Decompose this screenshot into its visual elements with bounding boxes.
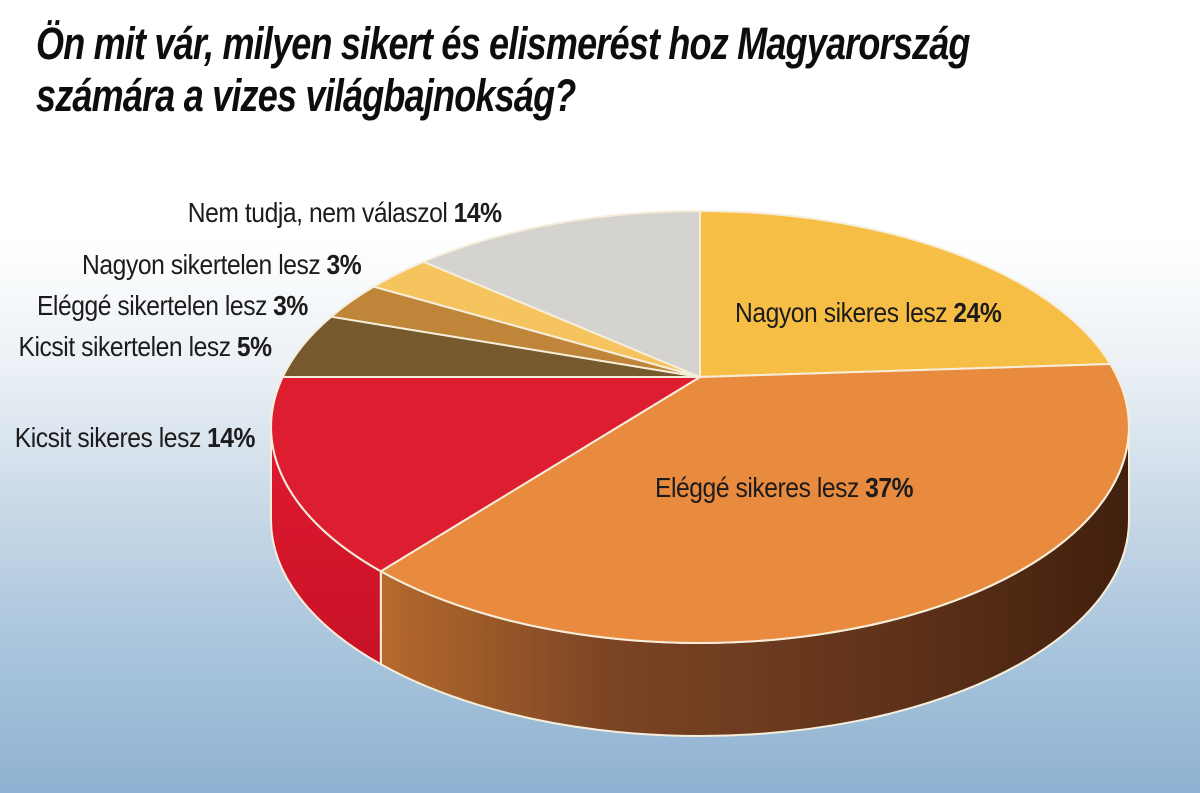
slice-label-kicsit-sikertelen: Kicsit sikertelen lesz 5% [18,330,273,364]
slice-label-text: Nagyon sikertelen lesz [81,249,321,280]
slice-label-text: Eléggé sikeres lesz [655,472,859,503]
slice-label-nagyon-sikeres: Nagyon sikeres lesz 24% [735,296,1002,330]
pie-top-faces [270,210,1130,644]
slice-label-text: Kicsit sikertelen lesz [18,331,232,362]
slice-label-kicsit-sikeres: Kicsit sikeres lesz 14% [14,421,256,455]
slice-label-value: 24% [953,297,1002,328]
slice-label-elegge-sikeres: Eléggé sikeres lesz 37% [655,471,914,505]
slice-label-value: 5% [237,331,272,362]
page-title-line2: számára a vizes világbajnokság? [36,70,576,121]
slice-label-elegge-sikertelen: Eléggé sikertelen lesz 3% [37,289,308,323]
slice-label-text: Kicsit sikeres lesz [14,422,202,453]
slice-label-value: 14% [453,197,502,228]
slice-label-value: 37% [865,472,914,503]
slice-label-value: 14% [206,422,255,453]
slice-label-text: Eléggé sikertelen lesz [37,290,268,321]
pie-slice [699,210,1112,378]
slice-label-text: Nagyon sikeres lesz [735,297,948,328]
slice-label-nem-tudja: Nem tudja, nem válaszol 14% [188,196,502,230]
slice-label-value: 3% [326,249,361,280]
page-title-line1: Ön mit vár, milyen sikert és elismerést … [36,18,970,69]
page-title: Ön mit vár, milyen sikert és elismerést … [36,18,970,122]
slice-label-text: Nem tudja, nem válaszol [188,197,448,228]
pie-slice [422,210,701,378]
pie-slice [379,363,1130,644]
pie-slice [270,376,701,573]
slice-label-nagyon-sikertelen: Nagyon sikertelen lesz 3% [81,248,362,282]
slice-label-value: 3% [273,290,308,321]
